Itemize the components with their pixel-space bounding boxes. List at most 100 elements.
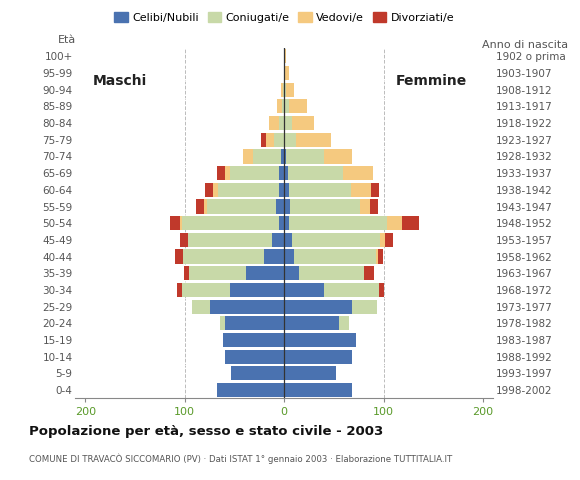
Bar [286,83,294,97]
Bar [387,216,401,230]
Bar [282,99,284,113]
Bar [188,233,272,247]
Bar [284,116,292,130]
Bar [284,199,290,214]
Bar [223,333,284,347]
Bar [351,183,371,197]
Bar [284,300,352,314]
Bar [290,199,360,214]
Bar [380,233,385,247]
Bar [184,266,189,280]
Bar [195,199,204,214]
Bar [277,99,282,113]
Bar [283,83,284,97]
Bar [284,266,299,280]
Bar [244,149,253,164]
Bar [216,166,224,180]
Bar [272,233,284,247]
Bar [296,132,331,147]
Bar [376,250,378,264]
Bar [281,149,284,164]
Bar [281,83,283,97]
Bar [286,149,324,164]
Bar [288,166,343,180]
Bar [371,183,379,197]
Bar [230,366,284,381]
Bar [284,366,336,381]
Bar [292,116,314,130]
Bar [274,132,284,147]
Bar [276,199,284,214]
Bar [209,300,284,314]
Bar [180,216,182,230]
Bar [224,316,284,330]
Text: Anno di nascita: Anno di nascita [483,40,568,50]
Bar [352,300,376,314]
Text: Femmine: Femmine [396,74,467,88]
Bar [205,183,213,197]
Bar [264,250,284,264]
Bar [253,149,281,164]
Text: Età: Età [57,35,76,45]
Bar [284,250,294,264]
Bar [284,183,289,197]
Bar [284,149,286,164]
Bar [284,66,289,80]
Bar [324,283,379,297]
Bar [339,316,349,330]
Bar [284,383,352,397]
Bar [299,266,364,280]
Bar [289,99,307,113]
Bar [188,266,246,280]
Bar [284,83,286,97]
Bar [206,199,276,214]
Bar [284,49,286,63]
Bar [204,199,206,214]
Bar [284,233,292,247]
Legend: Celibi/Nubili, Coniugati/e, Vedovi/e, Divorziati/e: Celibi/Nubili, Coniugati/e, Vedovi/e, Di… [110,8,459,27]
Bar [182,216,279,230]
Bar [294,250,376,264]
Bar [284,166,288,180]
Bar [170,216,180,230]
Bar [262,132,266,147]
Bar [216,383,284,397]
Bar [343,166,373,180]
Bar [379,283,383,297]
Bar [220,316,224,330]
Bar [360,199,369,214]
Text: COMUNE DI TRAVACÒ SICCOMARIO (PV) · Dati ISTAT 1° gennaio 2003 · Elaborazione TU: COMUNE DI TRAVACÒ SICCOMARIO (PV) · Dati… [29,454,452,464]
Bar [218,183,279,197]
Bar [175,250,183,264]
Bar [284,333,356,347]
Bar [279,216,284,230]
Bar [284,349,352,364]
Bar [224,166,230,180]
Bar [224,349,284,364]
Bar [401,216,419,230]
Bar [183,250,264,264]
Bar [284,283,324,297]
Bar [192,300,209,314]
Bar [324,149,352,164]
Bar [279,166,284,180]
Bar [289,216,387,230]
Text: Popolazione per età, sesso e stato civile - 2003: Popolazione per età, sesso e stato civil… [29,425,383,438]
Bar [364,266,374,280]
Bar [177,283,182,297]
Bar [284,132,296,147]
Bar [292,233,380,247]
Bar [369,199,378,214]
Bar [269,116,279,130]
Bar [284,99,289,113]
Bar [230,283,284,297]
Bar [182,283,230,297]
Text: Maschi: Maschi [93,74,147,88]
Bar [385,233,393,247]
Bar [246,266,284,280]
Bar [180,233,188,247]
Bar [289,183,351,197]
Bar [266,132,274,147]
Bar [230,166,279,180]
Bar [378,250,383,264]
